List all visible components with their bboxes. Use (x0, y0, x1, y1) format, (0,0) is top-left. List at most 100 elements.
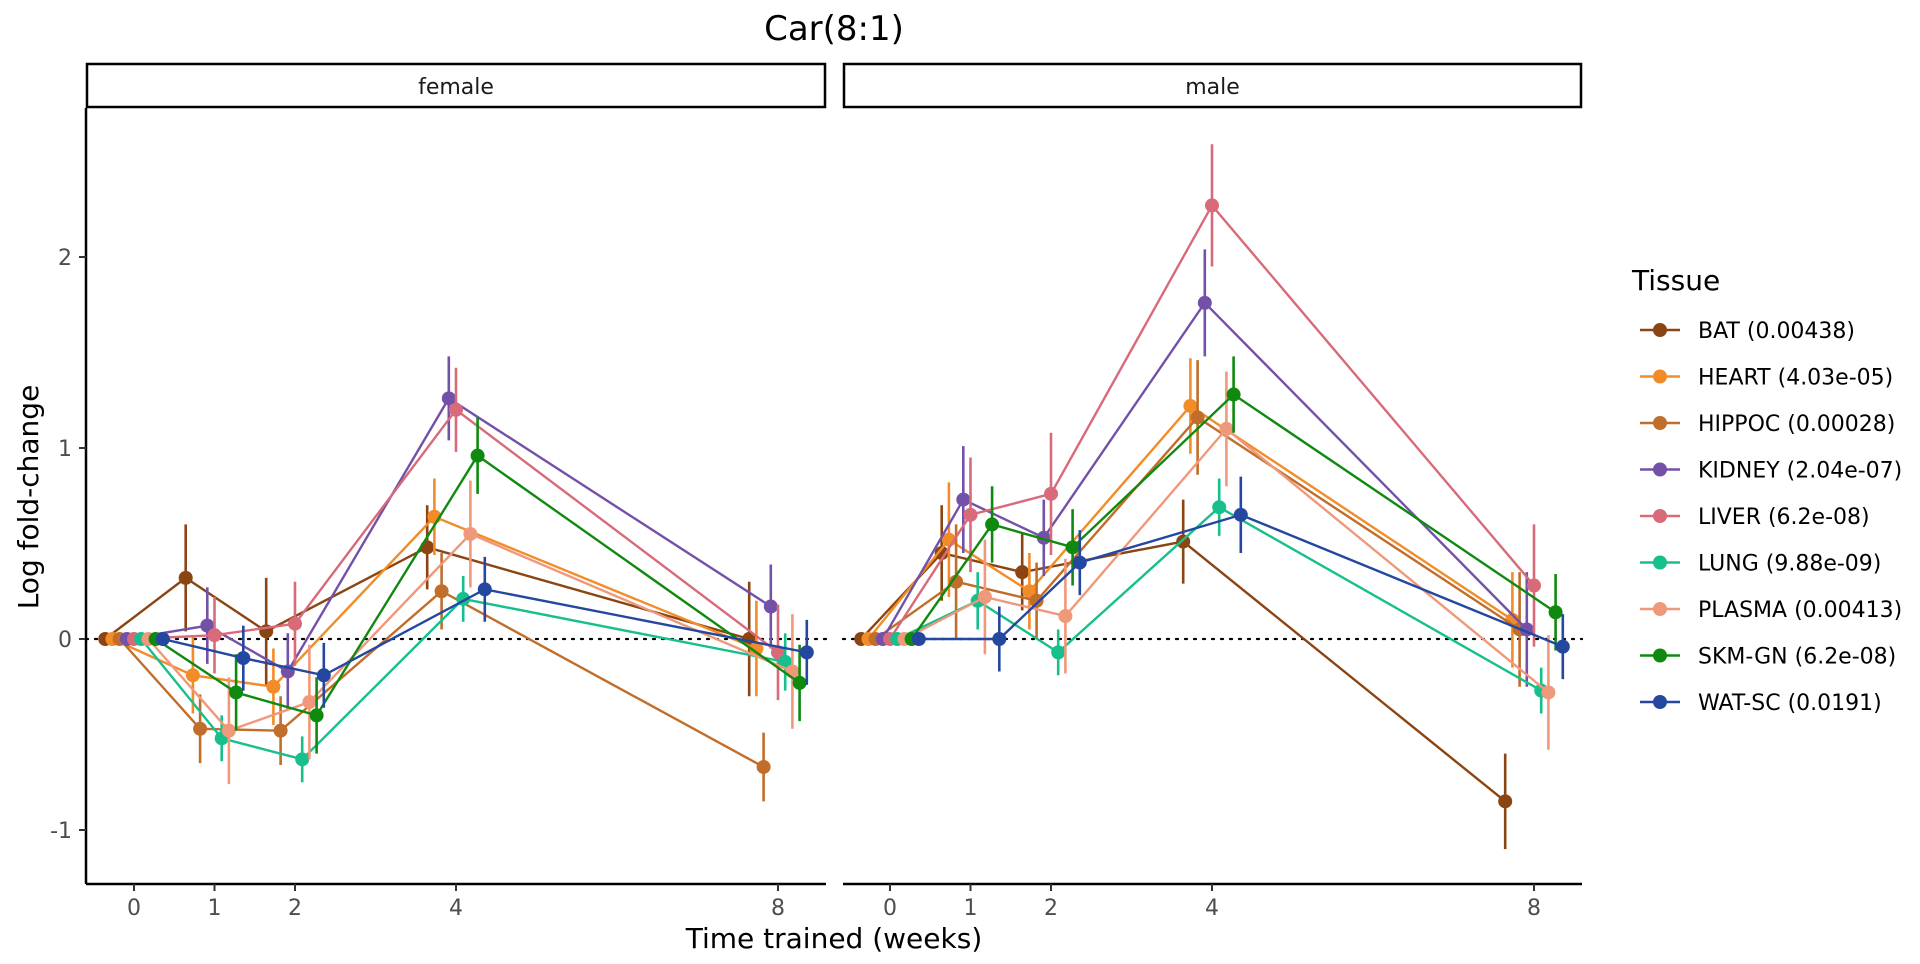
data-point (778, 654, 793, 669)
data-point (1555, 639, 1570, 654)
data-point (288, 616, 302, 631)
legend-key-point (1653, 416, 1667, 430)
legend-key-point (1653, 323, 1667, 337)
data-point (1190, 410, 1205, 425)
x-axis-label: Time trained (weeks) (685, 922, 983, 955)
data-point (1044, 486, 1058, 501)
legend-key-point (1653, 369, 1667, 384)
data-point (420, 540, 435, 555)
data-point (1226, 387, 1241, 402)
x-tick-label: 0 (127, 896, 141, 921)
legend-key-point (1653, 462, 1667, 477)
y-tick-label: -1 (50, 819, 72, 844)
data-point (449, 402, 463, 417)
data-point (316, 668, 331, 683)
data-point (273, 723, 288, 738)
data-point (771, 645, 785, 660)
y-axis-label: Log fold-change (12, 385, 45, 610)
data-point (302, 695, 317, 710)
data-point (266, 679, 281, 694)
data-point (1022, 584, 1037, 599)
data-point (185, 668, 200, 683)
x-tick-label: 0 (883, 896, 897, 921)
data-point (470, 448, 485, 463)
legend-label: LUNG (9.88e-09) (1698, 552, 1881, 577)
legend-key-point (1653, 648, 1667, 663)
data-point (463, 526, 478, 541)
facet-label-female: female (418, 75, 494, 100)
data-point (441, 391, 456, 406)
data-point (963, 507, 978, 522)
data-point (229, 685, 244, 700)
x-tick-label: 1 (964, 896, 978, 921)
x-tick-label: 2 (288, 896, 302, 921)
facet-strip-male (842, 62, 1583, 109)
data-point (1212, 500, 1227, 515)
data-point (1548, 605, 1563, 620)
data-point (977, 589, 992, 604)
data-point (1197, 295, 1212, 310)
data-point (934, 546, 949, 561)
series-line (154, 453, 801, 717)
data-point (1233, 507, 1248, 522)
data-point (1183, 398, 1198, 413)
data-point (949, 574, 964, 589)
legend-label: HEART (4.03e-05) (1698, 366, 1893, 391)
data-point (434, 584, 449, 599)
data-point (1541, 685, 1556, 700)
x-tick-label: 1 (208, 896, 222, 921)
data-point (756, 759, 771, 774)
x-tick-label: 8 (771, 896, 785, 921)
legend-label: KIDNEY (2.04e-07) (1698, 459, 1902, 484)
legend-label: PLASMA (0.00413) (1698, 598, 1902, 623)
data-point (1527, 578, 1541, 593)
legend-label: HIPPOC (0.00028) (1698, 412, 1895, 437)
data-point (1072, 555, 1087, 570)
facet-label-male: male (1185, 75, 1240, 100)
data-point (992, 632, 1007, 646)
x-tick-label: 2 (1044, 896, 1058, 921)
data-point (236, 651, 251, 666)
data-point (155, 632, 170, 646)
data-point (911, 632, 926, 646)
legend-label: SKM-GN (6.2e-08) (1698, 645, 1896, 670)
legend-key-point (1653, 602, 1667, 616)
legend-label: BAT (0.00438) (1698, 319, 1855, 344)
x-tick-label: 4 (1205, 896, 1219, 921)
data-point (477, 582, 492, 597)
data-point (200, 618, 215, 633)
data-point (1219, 421, 1234, 436)
x-tick-label: 8 (1527, 896, 1541, 921)
data-point (763, 599, 778, 614)
chart-title: Car(8:1) (764, 9, 904, 49)
data-point (1065, 540, 1080, 555)
data-point (792, 675, 807, 690)
legend-title: Tissue (1631, 264, 1720, 297)
y-tick-label: 1 (58, 437, 72, 462)
legend-key-point (1653, 509, 1667, 523)
legend-key-point (1653, 555, 1667, 570)
legend-label: WAT-SC (0.0191) (1698, 691, 1882, 716)
legend-label: LIVER (6.2e-08) (1698, 505, 1870, 530)
data-point (207, 628, 222, 643)
data-point (178, 570, 193, 585)
data-point (749, 641, 764, 656)
data-point (193, 721, 208, 736)
data-point (221, 723, 236, 738)
y-tick-label: 0 (58, 628, 72, 653)
data-point (1058, 609, 1073, 624)
data-point (309, 708, 324, 723)
legend-key-point (1653, 695, 1667, 709)
data-point (1029, 593, 1044, 608)
y-tick-label: 2 (58, 246, 72, 271)
data-point (1205, 198, 1219, 213)
data-point (295, 752, 310, 767)
data-point (799, 645, 814, 660)
data-point (985, 517, 1000, 532)
x-tick-label: 4 (449, 896, 463, 921)
data-point (1015, 565, 1030, 580)
data-point (1498, 794, 1513, 809)
data-point (956, 492, 971, 507)
